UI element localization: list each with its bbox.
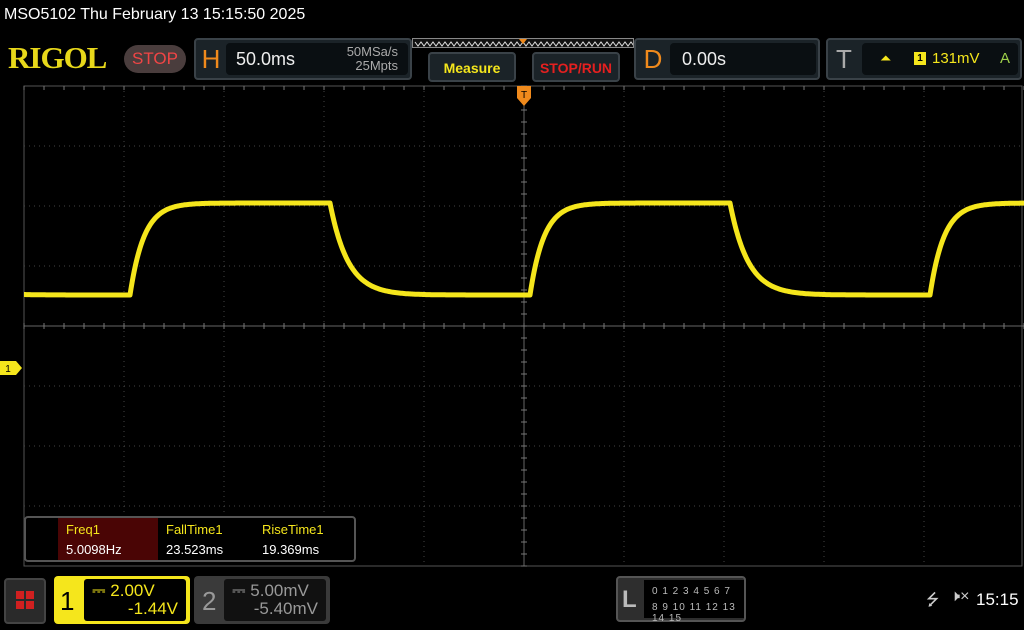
usb-icon: ⭍ — [926, 592, 940, 609]
channel-2-scale-row: ⎓ 5.00mV — [232, 581, 309, 601]
measurement-falltime[interactable]: FallTime1 23.523ms — [158, 518, 254, 560]
horizontal-label: H — [201, 44, 221, 74]
measurement-freq[interactable]: Freq1 5.0098Hz — [58, 518, 158, 560]
sample-info: 50MSa/s 25Mpts — [347, 45, 398, 73]
stop-run-button[interactable]: STOP/RUN — [532, 52, 620, 82]
channel-number: 1 — [60, 586, 75, 616]
measurement-value: 5.0098Hz — [66, 542, 122, 557]
delay-label: D — [643, 44, 663, 74]
mute-icon[interactable]: 🕨× — [950, 588, 970, 605]
dc-coupling-icon: ⎓ — [92, 581, 111, 600]
channel-offset: -5.40mV — [253, 599, 318, 618]
rigol-logo: RIGOL — [8, 40, 107, 75]
logic-label: L — [622, 586, 637, 613]
measurement-label: FallTime1 — [166, 522, 223, 537]
horizontal-panel[interactable]: H 50.0ms 50MSa/s 25Mpts — [194, 38, 412, 80]
trigger-mode: A — [1000, 50, 1011, 67]
channel-2-values: ⎓ 5.00mV -5.40mV — [224, 579, 326, 621]
sample-rate: 50MSa/s — [346, 44, 398, 59]
channel-number: 2 — [202, 586, 217, 616]
measurement-value: 19.369ms — [262, 542, 320, 557]
measurement-label: RiseTime1 — [262, 522, 324, 537]
logic-panel[interactable]: L 0 1 2 3 4 5 6 7 8 9 10 11 12 13 14 15 — [616, 576, 746, 624]
logic-row-2: 8 9 10 11 12 13 14 15 — [652, 602, 736, 624]
channel-1-values: ⎓ 2.00V -1.44V — [84, 579, 186, 621]
delay-value: 0.00s — [682, 49, 727, 69]
clock: 15:15 — [976, 590, 1019, 609]
logic-row-1: 0 1 2 3 4 5 6 7 — [652, 586, 731, 597]
measurement-value: 23.523ms — [166, 542, 224, 557]
trigger-panel[interactable]: T ⏶ 1 131mV A — [826, 38, 1022, 80]
ch1-trace — [22, 200, 1024, 298]
trigger-channel: 1 — [914, 52, 926, 65]
delay-panel[interactable]: D 0.00s — [634, 38, 820, 80]
memory-depth: 25Mpts — [355, 58, 398, 73]
trigger-marker-label: T — [521, 90, 527, 101]
waveform-overview-bar[interactable] — [412, 38, 634, 48]
timebase-scale: 50.0ms — [236, 49, 296, 69]
waveform-display[interactable] — [0, 84, 1024, 568]
measurement-panel[interactable]: Freq1 5.0098Hz FallTime1 23.523ms RiseTi… — [24, 516, 356, 562]
menu-button[interactable] — [4, 578, 46, 624]
logic-channels: 0 1 2 3 4 5 6 7 8 9 10 11 12 13 14 15 — [644, 580, 744, 624]
trigger-level: 131mV — [932, 50, 980, 67]
trigger-values: ⏶ 1 131mV A — [862, 43, 1018, 75]
rising-edge-icon: ⏶ — [880, 50, 892, 66]
channel-1-panel[interactable]: 1 ⎓ 2.00V -1.44V — [54, 576, 190, 624]
trigger-position-marker[interactable]: T — [517, 86, 531, 106]
grid-menu-icon — [16, 591, 34, 609]
channel-1-scale-row: ⎓ 2.00V — [92, 581, 155, 601]
measurement-risetime[interactable]: RiseTime1 19.369ms — [254, 518, 350, 560]
horizontal-values: 50.0ms 50MSa/s 25Mpts — [226, 43, 408, 75]
ch1-marker-label: 1 — [5, 364, 11, 375]
dc-coupling-icon: ⎓ — [232, 581, 251, 600]
run-state-badge[interactable]: STOP — [124, 45, 186, 73]
channel-scale: 2.00V — [110, 581, 155, 600]
title-bar: MSO5102 Thu February 13 15:15:50 2025 — [4, 6, 306, 23]
channel-offset: -1.44V — [127, 599, 178, 618]
channel-scale: 5.00mV — [250, 581, 309, 600]
delay-value-box: 0.00s — [670, 43, 816, 75]
channel-2-panel[interactable]: 2 ⎓ 5.00mV -5.40mV — [194, 576, 330, 624]
ch1-offset-marker[interactable]: 1 — [0, 361, 22, 375]
trigger-label: T — [836, 44, 852, 74]
overview-trace — [414, 41, 633, 47]
overview-trigger-marker — [519, 39, 527, 44]
measure-button[interactable]: Measure — [428, 52, 516, 82]
measurement-label: Freq1 — [66, 522, 100, 537]
